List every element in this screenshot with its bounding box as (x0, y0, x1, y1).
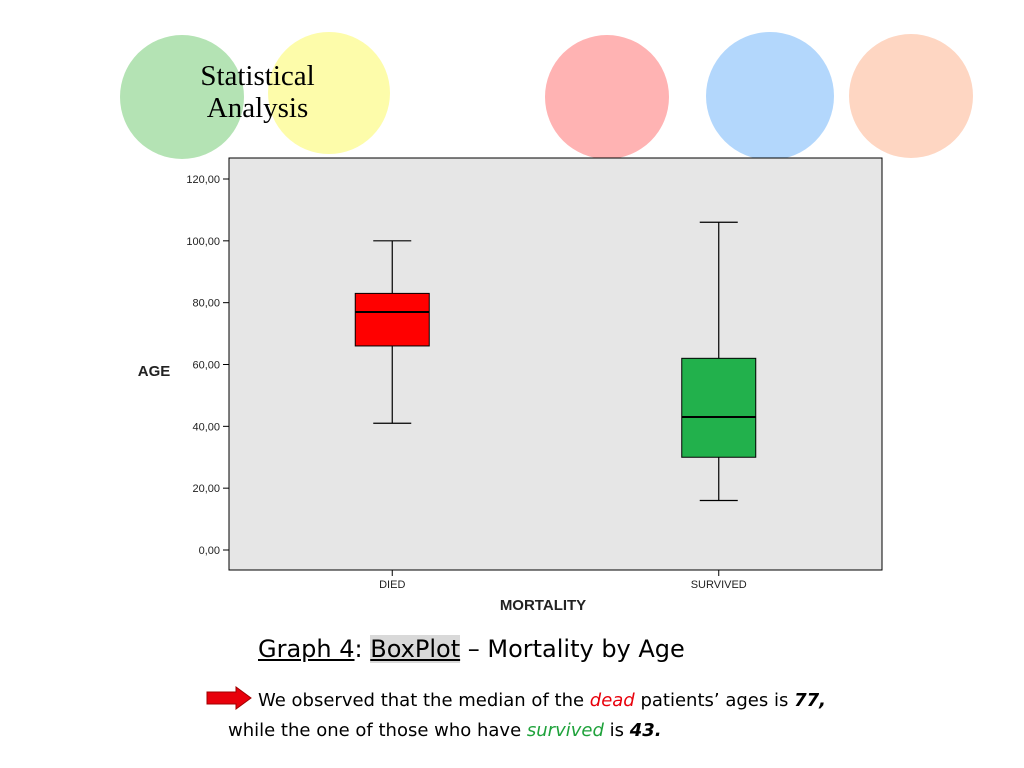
y-tick-label: 120,00 (186, 174, 220, 186)
x-tick-label: DIED (379, 579, 405, 591)
note-text: . (654, 720, 662, 741)
caption-rest: – Mortality by Age (460, 635, 685, 663)
box-died (354, 240, 430, 424)
caption-graph-number: Graph 4 (258, 635, 355, 663)
y-tick-label: 80,00 (192, 298, 220, 310)
boxes (354, 221, 757, 502)
note-text: is (603, 720, 630, 741)
slide-title-line2: Analysis (206, 92, 309, 124)
decor-circle-yellow (268, 32, 390, 154)
note-text: while the one of those who have (228, 720, 527, 741)
y-axis: 0,00 20,00 40,00 60,00 80,00 100,00 120,00 (186, 174, 229, 557)
caption-colon: : (354, 635, 363, 663)
decor-circle-green (120, 35, 244, 159)
y-tick-label: 60,00 (192, 360, 220, 372)
note-line-1: We observed that the median of the dead … (228, 686, 988, 716)
y-tick-label: 40,00 (192, 421, 220, 433)
y-tick-label: 20,00 (192, 483, 220, 495)
right-arrow-icon (206, 686, 252, 710)
plot-area (228, 157, 883, 571)
decor-circle-red (545, 35, 669, 159)
note-text: , (819, 690, 826, 711)
graph-caption: Graph 4: BoxPlot – Mortality by Age (258, 635, 685, 663)
note-survived: survived (526, 720, 604, 741)
note-dead-median: 77 (794, 690, 820, 711)
x-axis: DIED SURVIVED (379, 570, 747, 591)
y-tick-label: 100,00 (186, 236, 220, 248)
caption-boxplot: BoxPlot (370, 635, 461, 663)
note-dead: dead (589, 690, 635, 711)
observation-note: We observed that the median of the dead … (228, 686, 988, 746)
note-text: patients’ ages is (634, 690, 795, 711)
slide-title: Statistical Analysis (170, 60, 345, 124)
y-axis-label: AGE (138, 363, 171, 380)
box-survived (681, 221, 757, 502)
x-tick-label: SURVIVED (691, 579, 747, 591)
decor-circle-blue (706, 32, 834, 160)
boxplot-chart: 0,00 20,00 40,00 60,00 80,00 100,00 120,00 DIE… (138, 157, 883, 614)
x-axis-label: MORTALITY (500, 597, 586, 614)
decor-circle-peach (849, 34, 973, 158)
y-tick-label: 0,00 (199, 545, 220, 557)
note-line-2: while the one of those who have survived… (228, 716, 988, 746)
slide-title-line1: Statistical (200, 60, 315, 92)
iqr-box (354, 292, 430, 347)
note-text: We observed that the median of the (258, 690, 590, 711)
iqr-box (681, 357, 757, 458)
note-survived-median: 43 (629, 720, 655, 741)
